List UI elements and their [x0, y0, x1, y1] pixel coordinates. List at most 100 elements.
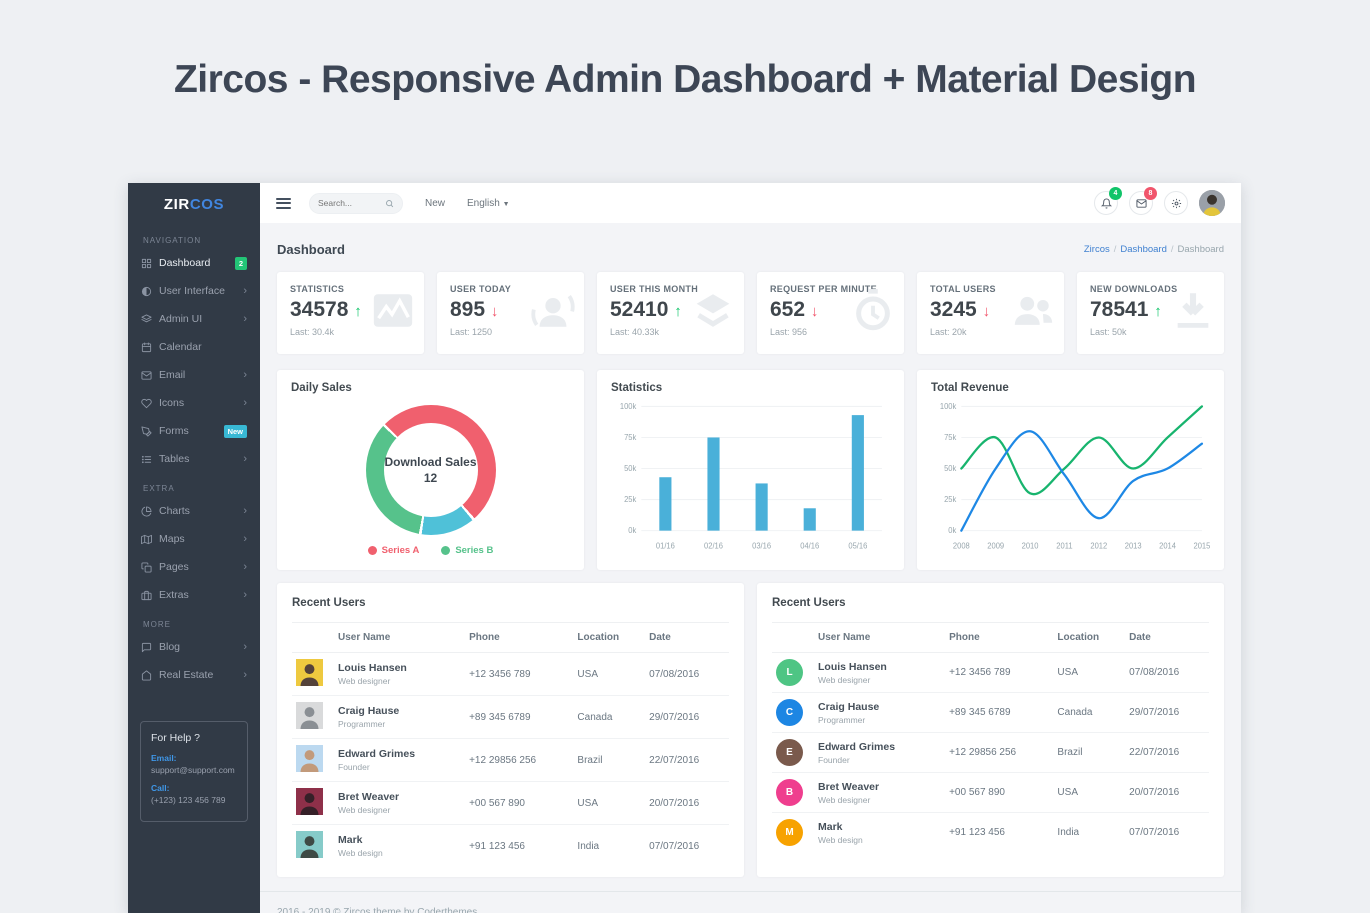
statistics-panel: Statistics 0k 25k 50k 75k 100k 01/16 02/16 03/1…: [597, 370, 904, 570]
sidebar-item-calendar[interactable]: Calendar: [128, 333, 260, 361]
sidebar-item-label: Admin UI: [159, 313, 203, 325]
table-row[interactable]: B Bret Weaver Web designer +00 567 890 USA 20…: [772, 772, 1209, 813]
column-header-date: Date: [645, 622, 729, 653]
user-location: USA: [573, 652, 646, 696]
column-header-date: Date: [1125, 622, 1209, 653]
chevron-right-icon: ›: [243, 284, 247, 297]
topbar: New English ▼ 4 8: [260, 183, 1241, 223]
user-phone: +12 29856 256: [945, 732, 1054, 773]
trend-up-icon: ↑: [674, 303, 682, 320]
sidebar-item-blog[interactable]: Blog ›: [128, 633, 260, 661]
user-name: Louis Hansen: [338, 662, 407, 674]
chevron-right-icon: ›: [243, 560, 247, 573]
table-row[interactable]: L Louis Hansen Web designer +12 3456 789 USA…: [772, 652, 1209, 693]
language-dropdown[interactable]: English ▼: [467, 197, 510, 209]
user-avatar[interactable]: [1199, 190, 1225, 216]
chevron-right-icon: ›: [243, 368, 247, 381]
sidebar-item-maps[interactable]: Maps ›: [128, 525, 260, 553]
user-role: Web designer: [818, 674, 871, 685]
sidebar-item-user-interface[interactable]: User Interface ›: [128, 277, 260, 305]
user-date: 07/08/2016: [645, 652, 729, 696]
table-row[interactable]: C Craig Hause Programmer +89 345 6789 Canada…: [772, 692, 1209, 733]
stat-card-value: 652 ↓: [770, 298, 819, 321]
help-email-value: support@support.com: [151, 765, 235, 775]
svg-text:75k: 75k: [624, 433, 636, 442]
user-initial-avatar: L: [776, 659, 803, 686]
sidebar-item-dashboard[interactable]: Dashboard 2: [128, 249, 260, 277]
user-phone: +91 123 456: [949, 827, 1005, 838]
svg-text:2014: 2014: [1159, 541, 1177, 550]
search-input[interactable]: [318, 198, 385, 208]
recent-users-panel-right: Recent Users User Name Phone Location Date L…: [757, 583, 1224, 877]
user-date: 07/07/2016: [649, 840, 700, 852]
table-row[interactable]: Bret Weaver Web designer +00 567 890 USA 20/…: [292, 781, 729, 825]
breadcrumb-link-dashboard[interactable]: Dashboard: [1120, 244, 1167, 255]
user-role: Web design: [818, 834, 863, 845]
breadcrumb-current: Dashboard: [1177, 244, 1224, 255]
total-revenue-line-chart[interactable]: 0k 25k 50k 75k 100k 2008 2009 2010 2011 2012 2013 2…: [931, 398, 1210, 558]
sidebar-item-extras[interactable]: Extras ›: [128, 581, 260, 609]
sidebar-item-email[interactable]: Email ›: [128, 361, 260, 389]
sidebar-item-tables[interactable]: Tables ›: [128, 445, 260, 473]
help-call-label: Call:: [151, 783, 170, 793]
table-row[interactable]: Mark Web design +91 123 456 India 07/07/2016: [292, 825, 729, 868]
user-location: USA: [573, 781, 646, 825]
trend-up-icon: ↑: [1154, 303, 1162, 320]
user-initial-avatar: E: [776, 739, 803, 766]
sidebar-item-label: Charts: [159, 505, 190, 517]
menu-toggle-icon[interactable]: [276, 195, 291, 211]
stat-card-total-users: TOTAL USERS 3245 ↓ Last: 20k: [917, 272, 1064, 354]
dashboard-main: Dashboard Zircos / Dashboard / Dashboard STA…: [260, 223, 1241, 877]
pen-icon: [141, 425, 159, 437]
user-date: 22/07/2016: [645, 738, 729, 782]
chevron-right-icon: ›: [243, 640, 247, 653]
stat-card-statistics: STATISTICS 34578 ↑ Last: 30.4k: [277, 272, 424, 354]
user-phone: +12 3456 789: [945, 652, 1054, 693]
sidebar-item-real-estate[interactable]: Real Estate ›: [128, 661, 260, 689]
user-phone: +89 345 6789: [465, 695, 574, 739]
table-row[interactable]: Louis Hansen Web designer +12 3456 789 USA 0…: [292, 652, 729, 696]
messages-button[interactable]: 8: [1129, 187, 1157, 215]
donut-center-label: Download Sales: [384, 455, 477, 469]
statistics-bar-chart[interactable]: 0k 25k 50k 75k 100k 01/16 02/16 03/16 04/16 05/16: [611, 398, 890, 558]
stat-card-last: Last: 40.33k: [610, 327, 660, 337]
notifications-button[interactable]: 4: [1094, 187, 1122, 215]
table-row[interactable]: E Edward Grimes Founder +12 29856 256 Brazil…: [772, 732, 1209, 773]
stat-card-value: 52410 ↑: [610, 298, 682, 321]
user-date: 22/07/2016: [1125, 732, 1209, 773]
svg-text:2008: 2008: [953, 541, 970, 550]
table-row[interactable]: M Mark Web design +91 123 456 India 07/07/201…: [772, 813, 1209, 853]
sidebar-item-forms[interactable]: Forms New: [128, 417, 260, 445]
stat-card-last: Last: 20k: [930, 327, 967, 337]
sidebar-item-icons[interactable]: Icons ›: [128, 389, 260, 417]
panel-title: Recent Users: [292, 597, 366, 609]
column-header-phone: Phone: [945, 622, 1054, 653]
user-date: 07/07/2016: [1129, 827, 1180, 838]
daily-sales-panel: Daily Sales Download Sales 12 Series A Se…: [277, 370, 584, 570]
table-row[interactable]: Edward Grimes Founder +12 29856 256 Brazil 2…: [292, 738, 729, 782]
stat-card-label: NEW DOWNLOADS: [1090, 284, 1178, 294]
help-email-label: Email:: [151, 753, 177, 763]
user-role: Programmer: [818, 714, 866, 725]
svg-text:50k: 50k: [944, 464, 956, 473]
user-name: Bret Weaver: [338, 791, 400, 803]
table-row[interactable]: Craig Hause Programmer +89 345 6789 Canada 2…: [292, 695, 729, 739]
svg-text:2010: 2010: [1022, 541, 1039, 550]
user-phone: +91 123 456: [469, 840, 525, 852]
new-link[interactable]: New: [425, 197, 446, 209]
table-header-row: User Name Phone Location Date: [292, 622, 729, 653]
chevron-right-icon: ›: [243, 668, 247, 681]
sidebar-item-admin-ui[interactable]: Admin UI ›: [128, 305, 260, 333]
stat-card-last: Last: 956: [770, 327, 808, 337]
sidebar-item-pages[interactable]: Pages ›: [128, 553, 260, 581]
logo[interactable]: ZIR COS: [128, 183, 260, 225]
user-initial-avatar: M: [776, 819, 803, 846]
user-location: India: [1057, 827, 1080, 838]
chevron-right-icon: ›: [243, 396, 247, 409]
search-icon: [386, 199, 394, 207]
sidebar-item-charts[interactable]: Charts ›: [128, 497, 260, 525]
svg-text:05/16: 05/16: [848, 541, 867, 550]
stat-card-last: Last: 1250: [450, 327, 493, 337]
breadcrumb-link-zircos[interactable]: Zircos: [1083, 244, 1110, 255]
settings-button[interactable]: [1164, 191, 1188, 215]
